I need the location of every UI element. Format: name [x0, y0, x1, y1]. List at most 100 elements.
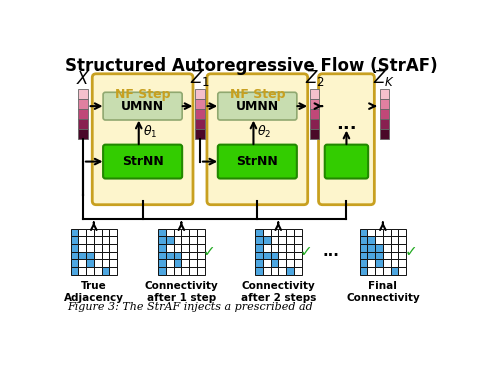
Bar	[94, 228, 101, 236]
Bar	[78, 228, 86, 236]
Bar	[263, 244, 270, 252]
Text: StrNN: StrNN	[122, 155, 164, 168]
Bar	[196, 109, 205, 119]
Bar	[197, 236, 205, 244]
Text: $\theta_1$: $\theta_1$	[143, 124, 157, 141]
Bar	[173, 267, 181, 275]
Bar	[270, 259, 278, 267]
Bar	[294, 267, 301, 275]
Bar	[294, 236, 301, 244]
Bar	[189, 236, 197, 244]
Bar	[391, 267, 398, 275]
Bar	[278, 267, 286, 275]
Bar	[294, 252, 301, 259]
Text: $Z_2$: $Z_2$	[305, 68, 325, 88]
Bar	[270, 236, 278, 244]
Bar	[71, 267, 78, 275]
Bar	[109, 244, 117, 252]
Bar	[189, 244, 197, 252]
Bar	[101, 228, 109, 236]
Bar	[368, 244, 375, 252]
Bar	[181, 244, 189, 252]
Bar	[181, 259, 189, 267]
Bar	[101, 252, 109, 259]
Bar	[197, 259, 205, 267]
Bar	[294, 244, 301, 252]
Bar	[196, 129, 205, 139]
Bar	[71, 259, 78, 267]
Bar	[360, 259, 368, 267]
Text: ✓: ✓	[300, 244, 313, 259]
Text: True
Adjacency: True Adjacency	[64, 281, 124, 303]
Bar	[173, 252, 181, 259]
Text: $Z_1$: $Z_1$	[190, 68, 210, 88]
Bar	[398, 236, 406, 244]
Bar	[270, 252, 278, 259]
Bar	[158, 228, 166, 236]
Bar	[263, 228, 270, 236]
Bar	[78, 259, 86, 267]
Bar	[166, 259, 173, 267]
Bar	[375, 244, 383, 252]
Bar	[94, 236, 101, 244]
Bar	[78, 244, 86, 252]
Bar	[278, 228, 286, 236]
Bar	[263, 267, 270, 275]
Bar	[383, 259, 391, 267]
Bar	[375, 267, 383, 275]
Bar	[278, 252, 286, 259]
Bar	[86, 244, 94, 252]
Text: ...: ...	[322, 244, 339, 259]
Bar	[255, 259, 263, 267]
Bar	[278, 259, 286, 267]
FancyBboxPatch shape	[218, 145, 297, 179]
Bar	[380, 89, 389, 99]
Bar	[158, 267, 166, 275]
Bar	[94, 259, 101, 267]
Bar	[158, 236, 166, 244]
Bar	[263, 252, 270, 259]
Bar	[71, 228, 78, 236]
Bar	[86, 252, 94, 259]
Bar	[278, 236, 286, 244]
Bar	[286, 228, 294, 236]
Bar	[380, 119, 389, 129]
Bar	[86, 267, 94, 275]
Bar	[310, 89, 319, 99]
Bar	[94, 252, 101, 259]
Text: $Z_K$: $Z_K$	[373, 68, 395, 88]
Bar	[263, 259, 270, 267]
Bar	[71, 236, 78, 244]
Bar	[360, 228, 368, 236]
Bar	[86, 236, 94, 244]
Text: Final
Connectivity: Final Connectivity	[346, 281, 420, 303]
Bar	[196, 89, 205, 99]
Bar	[383, 267, 391, 275]
Bar	[158, 252, 166, 259]
Bar	[375, 259, 383, 267]
Bar	[94, 267, 101, 275]
Bar	[360, 236, 368, 244]
Bar	[263, 236, 270, 244]
Bar	[166, 244, 173, 252]
Bar	[310, 99, 319, 109]
Text: Structured Autoregressive Flow (StrAF): Structured Autoregressive Flow (StrAF)	[65, 57, 438, 75]
Bar	[310, 119, 319, 129]
Bar	[158, 259, 166, 267]
Bar	[78, 252, 86, 259]
Bar	[286, 236, 294, 244]
Bar	[383, 244, 391, 252]
Bar	[158, 244, 166, 252]
Bar	[78, 109, 88, 119]
Bar	[78, 99, 88, 109]
Bar	[398, 267, 406, 275]
Bar	[383, 236, 391, 244]
Bar	[368, 267, 375, 275]
Text: UMNN: UMNN	[236, 99, 279, 113]
Bar	[391, 236, 398, 244]
Bar	[78, 119, 88, 129]
Bar	[391, 252, 398, 259]
Bar	[368, 259, 375, 267]
Bar	[181, 267, 189, 275]
Bar	[398, 259, 406, 267]
